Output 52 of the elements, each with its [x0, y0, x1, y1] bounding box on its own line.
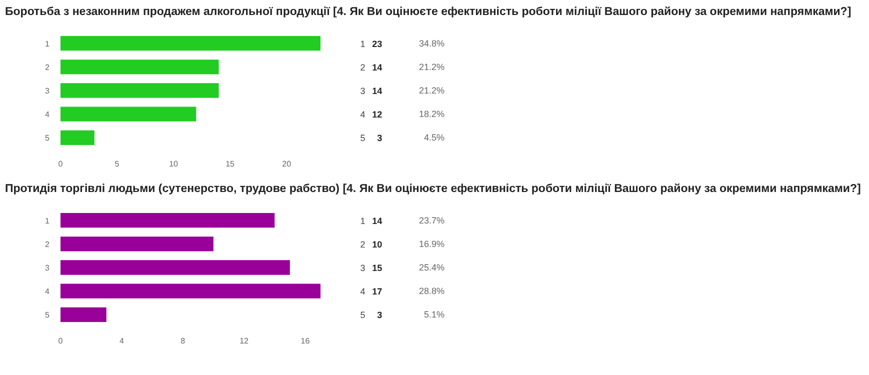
- category-label: 4: [360, 286, 366, 297]
- x-tick-label: 5: [114, 160, 120, 168]
- category-label: 2: [360, 239, 366, 250]
- y-tick-label: 5: [45, 310, 50, 320]
- x-tick-label: 20: [282, 160, 292, 168]
- text: 25.4%: [418, 262, 445, 272]
- category-label: 5: [360, 310, 366, 320]
- y-tick-label: 1: [45, 216, 50, 226]
- data-label: 10: [372, 239, 382, 250]
- y-tick-label: 3: [45, 264, 50, 272]
- text: 5.1%: [424, 310, 445, 320]
- x-tick-label: 12: [240, 336, 250, 346]
- data-label: 14: [372, 86, 382, 96]
- y-tick-label: 3: [45, 86, 50, 96]
- data-label: 23: [372, 38, 382, 49]
- text: 21.2%: [418, 86, 445, 96]
- text: 21.2%: [418, 62, 445, 72]
- x-tick-label: 4: [119, 336, 124, 346]
- y-tick-label: 2: [45, 240, 50, 249]
- data-label: 14: [372, 216, 382, 226]
- text: 23.7%: [418, 215, 445, 226]
- y-tick-label: 2: [45, 62, 50, 72]
- text: 34.8%: [418, 38, 445, 48]
- data-label: 12: [372, 110, 382, 120]
- text: 16.9%: [418, 238, 445, 249]
- y-tick-label: 1: [45, 39, 50, 48]
- category-label: 5: [360, 133, 366, 144]
- x-tick-label: 0: [58, 336, 64, 346]
- text: 4.5%: [424, 132, 445, 143]
- category-label: 2: [360, 62, 366, 72]
- x-tick-label: 15: [226, 160, 236, 168]
- x-tick-label: 10: [169, 160, 179, 168]
- data-label: 17: [372, 286, 382, 297]
- y-tick-label: 4: [45, 110, 50, 120]
- text: 28.8%: [418, 286, 445, 296]
- category-label: 1: [360, 38, 366, 49]
- y-tick-label: 5: [45, 134, 50, 143]
- x-tick-label: 8: [180, 336, 186, 346]
- category-label: 3: [360, 86, 366, 96]
- text: 18.2%: [418, 109, 445, 120]
- data-label: 3: [377, 310, 382, 320]
- data-label: 14: [372, 62, 382, 72]
- data-label: 15: [372, 263, 382, 273]
- x-tick-label: 16: [300, 336, 310, 346]
- category-label: 3: [360, 263, 366, 273]
- data-label: 3: [377, 133, 382, 144]
- x-tick-label: 0: [58, 160, 64, 168]
- category-label: 1: [360, 216, 366, 226]
- y-tick-label: 4: [45, 287, 50, 296]
- text: Боротьба з незаконним продажем алкогольної продукції [4. Як Ви оцінюєте ефективність роботи міліції Вашого району за окремими напрямками?]: [5, 5, 852, 20]
- category-label: 4: [360, 110, 366, 120]
- text: Протидія торгівлі людьми (сутенерство, трудове рабство) [4. Як Ви оцінюєте ефективність роботи міліції Вашого району за окремими напрямками?]: [5, 182, 861, 197]
